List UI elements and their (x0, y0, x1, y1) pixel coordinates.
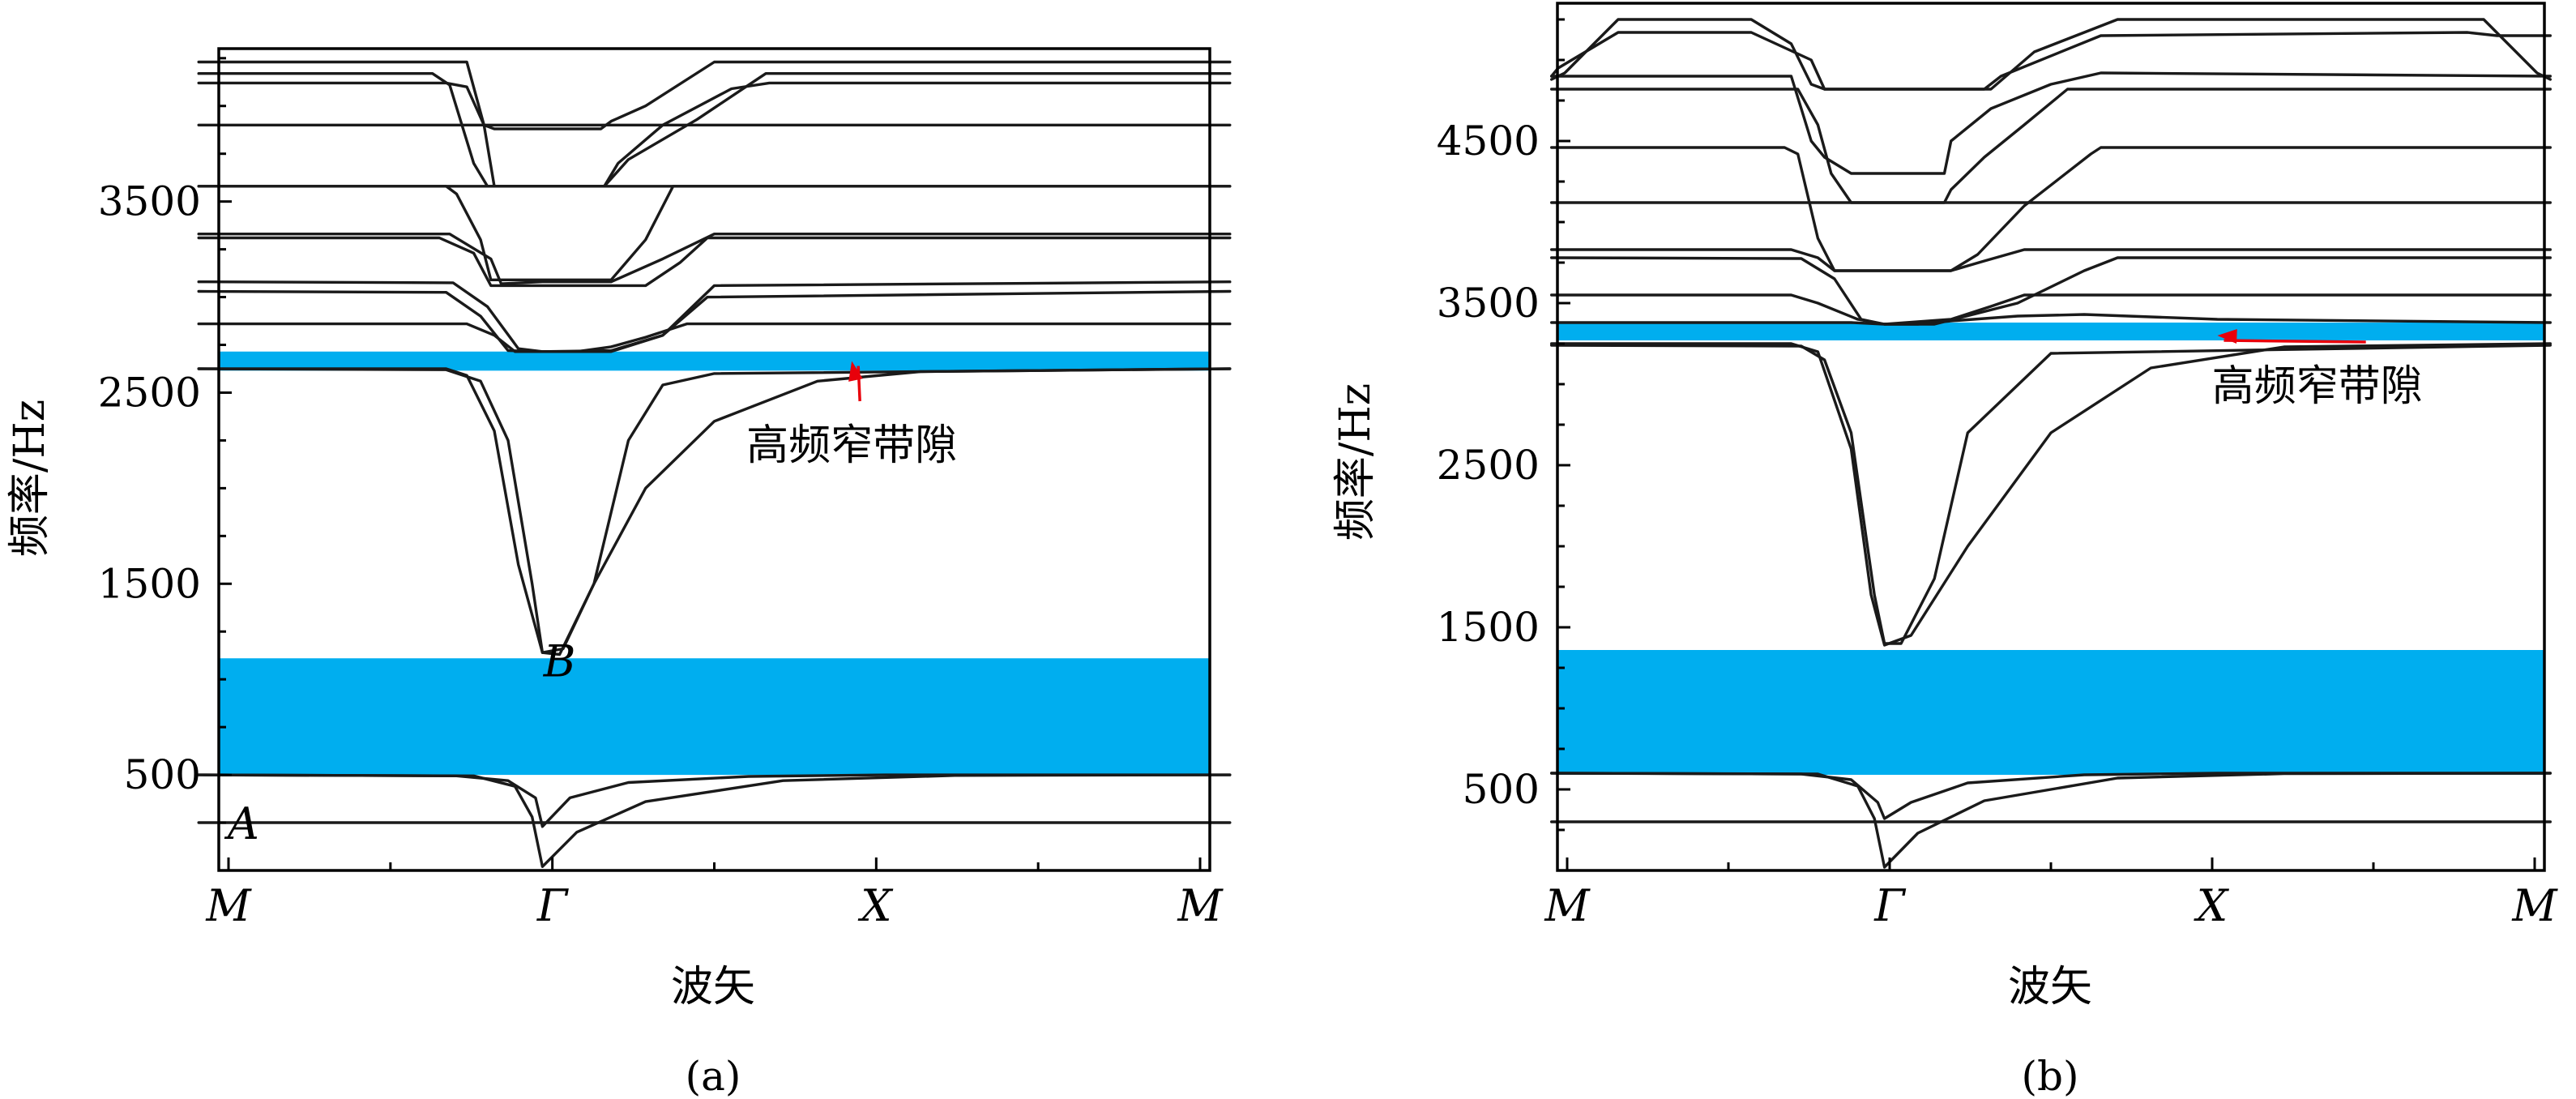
y-axis-title-b: 频率/Hz (1331, 383, 1380, 541)
x-tick-label-b-3: M (2511, 880, 2558, 931)
dispersion-curve-b-2 (1550, 772, 2552, 869)
dispersion-curve-a-6 (197, 289, 1232, 353)
y-ticks-b: 500 1500 2500 3500 4500 (1437, 18, 1570, 872)
y-tick-label-b-1500: 1500 (1437, 604, 1540, 651)
point-label-A: A (224, 798, 259, 849)
annotation-b: 高频窄带隙 (2212, 329, 2423, 411)
dispersion-curve-a-14 (197, 81, 1232, 188)
dispersion-curve-b-1 (1550, 772, 2552, 820)
annotation-arrowhead-b (2217, 329, 2237, 344)
y-ticks-a: 500 1500 2500 3500 (98, 57, 232, 872)
y-tick-label-b-2500: 2500 (1437, 442, 1540, 489)
x-tick-label-a-2: X (857, 880, 894, 931)
point-label-B: B (543, 636, 576, 687)
dispersion-curve-a-5 (197, 322, 1232, 353)
y-tick-label-a-500: 500 (124, 751, 201, 798)
point-labels-a: AB (224, 636, 576, 849)
dispersion-curve-b-11 (1550, 88, 2552, 204)
dispersion-curve-b-8 (1550, 248, 2552, 272)
band-gap-a-0 (219, 658, 1210, 776)
dispersion-curve-a-9 (197, 233, 1232, 285)
band-curves-b (1550, 18, 2552, 869)
dispersion-curve-a-7 (197, 280, 1232, 353)
dispersion-curve-a-8 (197, 236, 1232, 288)
x-axis-title-a: 波矢 (671, 963, 755, 1011)
dispersion-curve-a-2 (197, 773, 1232, 868)
y-tick-label-b-500: 500 (1463, 766, 1540, 813)
x-tick-label-b-1: Γ (1873, 880, 1907, 931)
dispersion-curve-b-14 (1550, 31, 2552, 91)
dispersion-curve-a-1 (197, 773, 1232, 828)
annotation-arrowhead-a (848, 361, 863, 382)
dispersion-curve-a-10 (197, 185, 1232, 281)
annotation-a: 高频窄带隙 (746, 361, 957, 470)
band-gaps-a (219, 351, 1210, 776)
y-tick-label-b-3500: 3500 (1437, 280, 1540, 327)
x-axis-title-b: 波矢 (2008, 963, 2092, 1011)
dispersion-curve-b-10 (1550, 146, 2552, 272)
dispersion-curve-a-3 (197, 367, 1232, 656)
x-tick-label-a-1: Γ (536, 880, 570, 931)
y-tick-label-a-3500: 3500 (98, 178, 201, 225)
y-tick-label-a-2500: 2500 (98, 369, 201, 416)
y-tick-label-b-4500: 4500 (1437, 118, 1540, 165)
annotation-arrow-a (857, 366, 861, 402)
band-curves-a (197, 60, 1232, 868)
x-tick-label-b-2: X (2194, 880, 2230, 931)
dispersion-curve-a-15 (197, 60, 1232, 130)
dispersion-curve-a-4 (197, 367, 1232, 654)
y-tick-label-a-1500: 1500 (98, 560, 201, 607)
dispersion-curve-b-7 (1550, 256, 2552, 326)
x-tick-label-a-0: M (205, 880, 252, 931)
annotation-label-a: 高频窄带隙 (746, 421, 957, 470)
x-tick-label-a-3: M (1177, 880, 1224, 931)
caption-b: (b) (2021, 1053, 2078, 1099)
annotation-label-b: 高频窄带隙 (2212, 362, 2423, 411)
band-gaps-b (1557, 323, 2544, 775)
dispersion-curve-b-4 (1550, 342, 2552, 647)
dispersion-curve-b-13 (1550, 18, 2552, 91)
dispersion-curve-a-13 (197, 72, 1232, 188)
band-gap-b-1 (1557, 323, 2544, 340)
y-axis-title-a: 频率/Hz (6, 400, 54, 557)
dispersion-curve-b-12 (1550, 71, 2552, 175)
caption-a: (a) (686, 1053, 741, 1099)
band-gap-a-1 (219, 351, 1210, 371)
annotation-arrow-b (2224, 339, 2366, 344)
band-gap-b-0 (1557, 650, 2544, 775)
x-tick-label-b-0: M (1544, 880, 1591, 931)
